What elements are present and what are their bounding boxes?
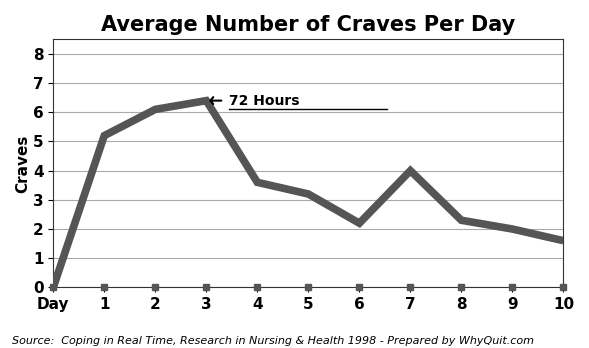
Text: Source:  Coping in Real Time, Research in Nursing & Health 1998 - Prepared by Wh: Source: Coping in Real Time, Research in… (12, 336, 534, 346)
Text: 72 Hours: 72 Hours (229, 94, 300, 108)
Title: Average Number of Craves Per Day: Average Number of Craves Per Day (101, 15, 515, 35)
Y-axis label: Craves: Craves (15, 134, 30, 192)
